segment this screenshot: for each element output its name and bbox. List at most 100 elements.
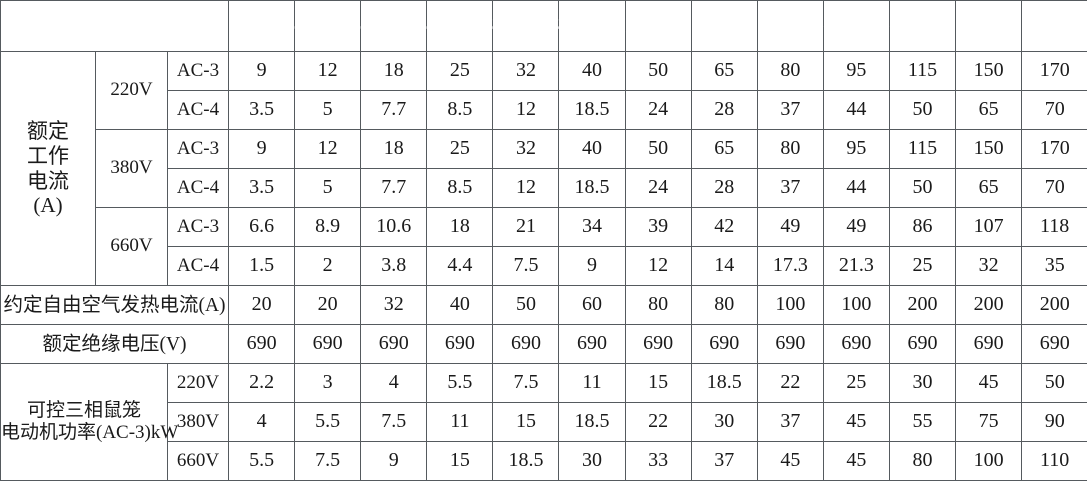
mode-label: AC-3 [168,208,229,247]
data-cell: 18.5 [691,364,757,403]
data-cell: 65 [691,130,757,169]
data-cell: 15 [427,442,493,481]
data-cell: 18.5 [559,169,625,208]
data-cell: 115 [889,52,955,91]
data-cell: 9 [229,52,295,91]
data-cell: 40 [427,286,493,325]
model-column-header: CJX2-09(Z) [229,1,295,52]
motor-power-label-line: 可控三相鼠笼 [1,400,167,422]
data-cell: 70 [1022,169,1087,208]
mode-label: AC-3 [168,52,229,91]
model-column-header: CJX2-50(Z) [625,1,691,52]
data-cell: 17.3 [757,247,823,286]
data-cell: 107 [956,208,1022,247]
data-cell: 40 [559,52,625,91]
data-cell: 49 [823,208,889,247]
data-cell: 12 [625,247,691,286]
data-cell: 1.5 [229,247,295,286]
model-column-header: CJX2-25(Z) [427,1,493,52]
data-cell: 50 [889,91,955,130]
rated-current-group-label: 额定工作电流(A) [1,52,96,286]
data-cell: 80 [757,52,823,91]
data-cell: 690 [559,325,625,364]
data-cell: 28 [691,91,757,130]
data-cell: 18 [361,130,427,169]
data-cell: 170 [1022,52,1087,91]
voltage-label: 220V [168,364,229,403]
data-cell: 690 [493,325,559,364]
data-cell: 70 [1022,91,1087,130]
group-label-line: 额定 [1,119,95,144]
data-cell: 18.5 [559,403,625,442]
data-cell: 45 [757,442,823,481]
data-cell: 2.2 [229,364,295,403]
heating-current-label: 约定自由空气发热电流(A) [1,286,229,325]
data-cell: 45 [823,403,889,442]
data-cell: 15 [493,403,559,442]
data-cell: 15 [625,364,691,403]
group-label-line: (A) [1,193,95,218]
data-cell: 80 [757,130,823,169]
data-cell: 22 [625,403,691,442]
data-cell: 11 [559,364,625,403]
data-cell: 10.6 [361,208,427,247]
data-cell: 5 [295,91,361,130]
data-cell: 8.5 [427,169,493,208]
data-cell: 200 [889,286,955,325]
voltage-label: 380V [96,130,168,208]
data-cell: 8.9 [295,208,361,247]
data-cell: 37 [691,442,757,481]
data-cell: 24 [625,169,691,208]
data-cell: 100 [823,286,889,325]
model-column-header: CJX2-95(Z) [823,1,889,52]
data-cell: 200 [1022,286,1087,325]
data-cell: 690 [625,325,691,364]
model-column-header: CJX2-115 [889,1,955,52]
data-cell: 110 [1022,442,1087,481]
data-cell: 150 [956,130,1022,169]
data-cell: 32 [493,52,559,91]
data-cell: 75 [956,403,1022,442]
data-cell: 7.5 [361,403,427,442]
data-cell: 3 [295,364,361,403]
data-cell: 45 [956,364,1022,403]
data-cell: 3.5 [229,91,295,130]
data-cell: 12 [493,91,559,130]
model-column-header: CJX2-150 [956,1,1022,52]
data-cell: 24 [625,91,691,130]
data-cell: 28 [691,169,757,208]
data-cell: 7.5 [295,442,361,481]
data-cell: 37 [757,169,823,208]
data-cell: 7.5 [493,364,559,403]
model-column-header: CJX2-170 [1022,1,1087,52]
data-cell: 4.4 [427,247,493,286]
data-cell: 690 [889,325,955,364]
data-cell: 65 [691,52,757,91]
data-cell: 170 [1022,130,1087,169]
insulation-voltage-label: 额定绝缘电压(V) [1,325,229,364]
mode-label: AC-4 [168,91,229,130]
data-cell: 7.5 [493,247,559,286]
data-cell: 42 [691,208,757,247]
data-cell: 12 [295,52,361,91]
mode-label: AC-4 [168,169,229,208]
data-cell: 95 [823,52,889,91]
mode-label: AC-4 [168,247,229,286]
data-cell: 115 [889,130,955,169]
data-cell: 50 [493,286,559,325]
motor-power-group-label: 可控三相鼠笼电动机功率(AC-3)kW [1,364,168,481]
data-cell: 100 [757,286,823,325]
data-cell: 32 [493,130,559,169]
model-header-cell: 型号 [1,1,229,52]
model-column-header: CJX2-32(Z) [493,1,559,52]
data-cell: 60 [559,286,625,325]
data-cell: 5.5 [427,364,493,403]
data-cell: 5 [295,169,361,208]
data-cell: 18 [427,208,493,247]
data-cell: 150 [956,52,1022,91]
data-cell: 20 [229,286,295,325]
data-cell: 80 [691,286,757,325]
